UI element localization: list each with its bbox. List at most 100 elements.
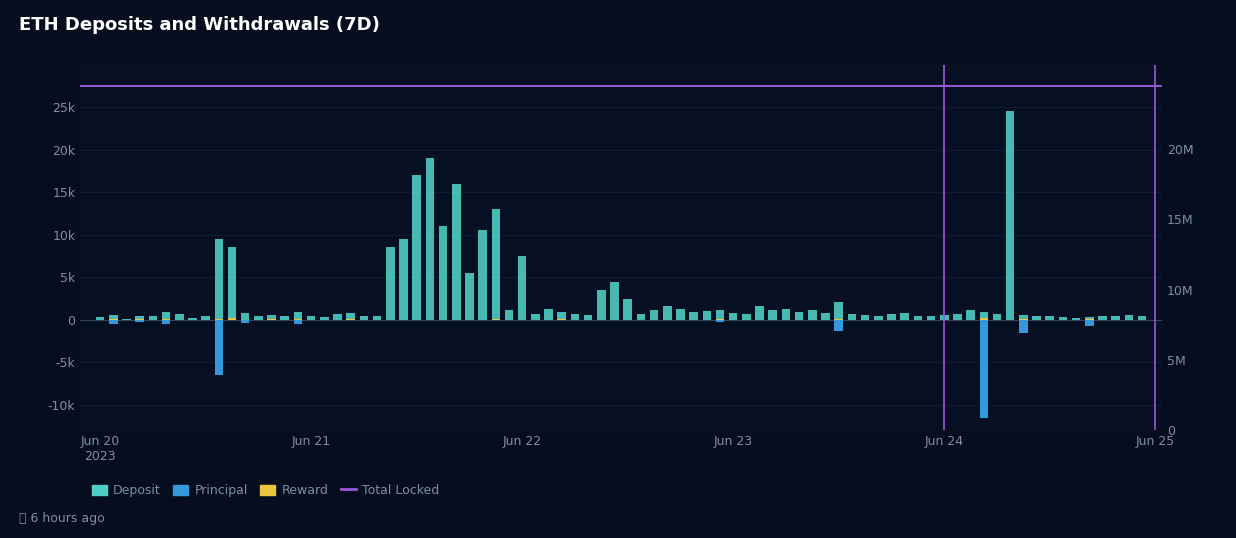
Bar bbox=[623, 299, 632, 320]
Bar bbox=[1006, 111, 1015, 320]
Bar bbox=[255, 316, 263, 320]
Bar bbox=[1111, 316, 1120, 320]
Bar bbox=[373, 316, 382, 320]
Bar bbox=[860, 315, 869, 320]
Bar bbox=[531, 314, 540, 320]
Bar bbox=[215, 320, 224, 375]
Bar bbox=[690, 312, 698, 320]
Bar bbox=[557, 312, 566, 320]
Bar bbox=[1125, 315, 1133, 320]
Bar bbox=[900, 313, 908, 320]
Bar bbox=[346, 313, 355, 320]
Bar bbox=[162, 319, 171, 320]
Bar bbox=[953, 314, 962, 320]
Bar bbox=[320, 317, 329, 320]
Bar bbox=[267, 315, 276, 320]
Bar bbox=[571, 314, 580, 320]
Bar bbox=[215, 319, 224, 320]
Bar bbox=[425, 158, 434, 320]
Bar bbox=[769, 310, 777, 320]
Bar bbox=[1018, 319, 1027, 320]
Bar bbox=[979, 318, 988, 320]
Bar bbox=[795, 312, 803, 320]
Bar bbox=[413, 175, 421, 320]
Bar bbox=[676, 309, 685, 320]
Bar bbox=[913, 316, 922, 320]
Bar bbox=[874, 316, 883, 320]
Bar bbox=[241, 320, 250, 323]
Bar bbox=[939, 315, 948, 320]
Bar bbox=[452, 183, 461, 320]
Bar bbox=[967, 310, 975, 320]
Bar bbox=[201, 316, 210, 320]
Bar bbox=[808, 310, 817, 320]
Bar bbox=[927, 316, 936, 320]
Bar bbox=[241, 313, 250, 320]
Bar bbox=[611, 281, 619, 320]
Bar bbox=[979, 320, 988, 417]
Bar bbox=[583, 315, 592, 320]
Bar bbox=[1059, 317, 1067, 320]
Bar bbox=[650, 310, 659, 320]
Bar bbox=[1018, 315, 1027, 320]
Bar bbox=[281, 316, 289, 320]
Bar bbox=[755, 306, 764, 320]
Bar bbox=[1072, 318, 1080, 320]
Bar bbox=[1018, 320, 1027, 334]
Bar bbox=[979, 312, 988, 320]
Bar bbox=[227, 318, 236, 320]
Bar bbox=[848, 314, 857, 320]
Bar bbox=[136, 320, 143, 322]
Bar bbox=[215, 239, 224, 320]
Bar bbox=[821, 313, 829, 320]
Bar bbox=[518, 256, 527, 320]
Bar bbox=[294, 312, 303, 320]
Bar bbox=[109, 315, 117, 320]
Bar bbox=[504, 309, 513, 320]
Bar bbox=[96, 317, 104, 320]
Bar bbox=[227, 247, 236, 320]
Bar bbox=[1046, 316, 1054, 320]
Bar bbox=[346, 319, 355, 320]
Text: ⧖ 6 hours ago: ⧖ 6 hours ago bbox=[19, 512, 104, 525]
Bar bbox=[544, 309, 552, 320]
Bar bbox=[439, 226, 447, 320]
Bar bbox=[148, 316, 157, 320]
Bar bbox=[834, 319, 843, 320]
Bar bbox=[993, 314, 1001, 320]
Bar bbox=[109, 319, 117, 320]
Bar bbox=[597, 290, 606, 320]
Bar bbox=[1085, 320, 1094, 325]
Bar bbox=[478, 230, 487, 320]
Text: ETH Deposits and Withdrawals (7D): ETH Deposits and Withdrawals (7D) bbox=[19, 16, 379, 34]
Bar bbox=[887, 314, 896, 320]
Bar bbox=[162, 320, 171, 324]
Bar bbox=[716, 309, 724, 320]
Bar bbox=[360, 316, 368, 320]
Bar bbox=[307, 316, 315, 320]
Bar bbox=[109, 320, 117, 324]
Legend: Deposit, Principal, Reward, Total Locked: Deposit, Principal, Reward, Total Locked bbox=[87, 479, 444, 502]
Bar bbox=[834, 320, 843, 331]
Bar bbox=[399, 239, 408, 320]
Bar bbox=[729, 313, 738, 320]
Bar bbox=[267, 319, 276, 320]
Bar bbox=[188, 317, 197, 320]
Bar bbox=[334, 314, 342, 320]
Bar bbox=[386, 247, 394, 320]
Bar bbox=[1099, 316, 1106, 320]
Bar bbox=[742, 314, 750, 320]
Bar bbox=[637, 314, 645, 320]
Bar bbox=[492, 209, 501, 320]
Bar bbox=[716, 320, 724, 322]
Bar bbox=[662, 306, 671, 320]
Bar bbox=[702, 312, 711, 320]
Bar bbox=[781, 309, 790, 320]
Bar bbox=[1085, 317, 1094, 320]
Bar bbox=[1032, 316, 1041, 320]
Bar bbox=[834, 302, 843, 320]
Bar bbox=[136, 316, 143, 320]
Bar bbox=[465, 273, 473, 320]
Bar bbox=[1138, 316, 1146, 320]
Bar bbox=[162, 312, 171, 320]
